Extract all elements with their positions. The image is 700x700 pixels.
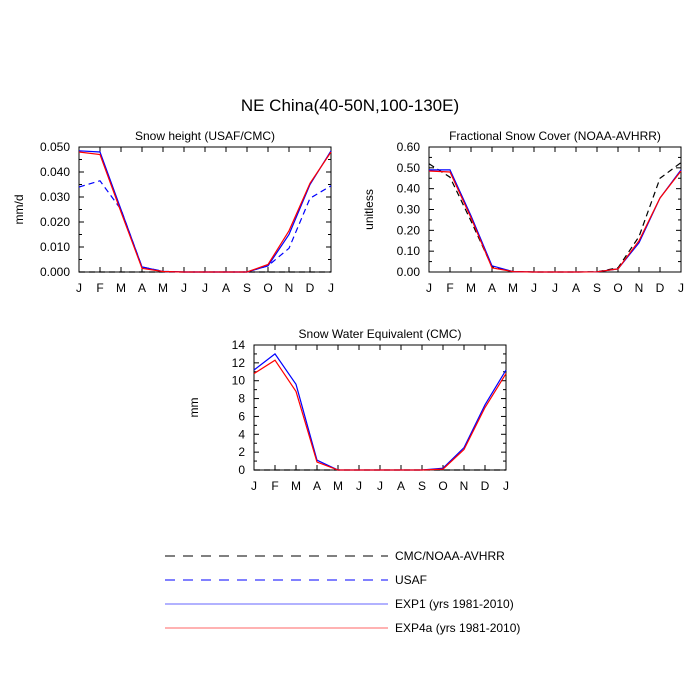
x-tick-label: M — [116, 281, 126, 295]
x-tick-label: N — [460, 479, 469, 493]
x-tick-label: J — [531, 281, 537, 295]
x-tick-label: J — [426, 281, 432, 295]
x-tick-label: M — [158, 281, 168, 295]
x-tick-label: F — [446, 281, 453, 295]
x-tick-label: J — [552, 281, 558, 295]
x-tick-label: J — [202, 281, 208, 295]
y-tick-label: 0.010 — [40, 240, 70, 254]
series-line-3 — [428, 170, 682, 273]
y-tick-label: 0.50 — [397, 161, 421, 175]
legend: CMC/NOAA-AVHRR USAF EXP1 (yrs 1981-2010) EX… — [165, 549, 520, 635]
chart-title: Snow Water Equivalent (CMC) — [299, 327, 462, 341]
x-tick-label: J — [181, 281, 187, 295]
y-tick-label: 0.020 — [40, 215, 70, 229]
x-tick-label: A — [313, 479, 321, 493]
legend-label-3: EXP1 (yrs 1981-2010) — [395, 597, 514, 611]
y-tick-label: 0.030 — [40, 190, 70, 204]
x-tick-label: A — [138, 281, 146, 295]
x-tick-label: S — [593, 281, 601, 295]
charts-group: Snow height (USAF/CMC)mm/dJ F M A M J J A S O N D J0… — [12, 129, 684, 493]
x-tick-label: O — [438, 479, 447, 493]
plot-frame — [253, 344, 507, 471]
legend-label-2: USAF — [395, 573, 427, 587]
x-tick-label: O — [263, 281, 272, 295]
x-tick-label: D — [306, 281, 315, 295]
legend-label-1: CMC/NOAA-AVHRR — [395, 549, 505, 563]
x-tick-label: A — [488, 281, 496, 295]
chart-panel-2: Fractional Snow Cover (NOAA-AVHRR) unitle… — [362, 129, 684, 295]
x-tick-label: A — [222, 281, 230, 295]
y-axis-label: mm — [187, 398, 201, 418]
x-tick-label: J — [328, 281, 334, 295]
x-tick-label: A — [397, 479, 405, 493]
y-tick-label: 8 — [238, 392, 245, 406]
series-line-3 — [253, 359, 507, 471]
x-tick-label: M — [333, 479, 343, 493]
x-tick-label: F — [271, 479, 278, 493]
series-line-3 — [78, 150, 332, 273]
y-tick-label: 4 — [238, 427, 245, 441]
chart-panel-1: Snow height (USAF/CMC)mm/dJ F M A M J J A S O N D J0… — [12, 129, 334, 295]
x-tick-label: J — [356, 479, 362, 493]
chart-title: Fractional Snow Cover (NOAA-AVHRR) — [449, 129, 661, 143]
y-tick-label: 0.30 — [397, 203, 421, 217]
x-tick-label: J — [251, 479, 257, 493]
x-tick-label: M — [291, 479, 301, 493]
x-tick-label: F — [96, 281, 103, 295]
x-tick-label: O — [613, 281, 622, 295]
x-tick-label: J — [678, 281, 684, 295]
plot-frame — [78, 146, 332, 273]
series-line-2 — [429, 169, 682, 273]
y-tick-label: 12 — [232, 356, 246, 370]
x-tick-label: J — [503, 479, 509, 493]
x-tick-label: M — [466, 281, 476, 295]
series-line-2 — [253, 353, 507, 471]
y-tick-label: 0.10 — [397, 244, 421, 258]
y-tick-label: 0 — [238, 463, 245, 477]
x-tick-label: M — [508, 281, 518, 295]
x-tick-label: S — [243, 281, 251, 295]
x-tick-label: A — [572, 281, 580, 295]
y-tick-label: 2 — [238, 445, 245, 459]
x-tick-label: D — [656, 281, 665, 295]
x-tick-label: N — [285, 281, 294, 295]
x-tick-label: S — [418, 479, 426, 493]
y-tick-label: 0.40 — [397, 182, 421, 196]
x-tick-label: J — [76, 281, 82, 295]
legend-label-4: EXP4a (yrs 1981-2010) — [395, 621, 520, 635]
x-tick-label: J — [377, 479, 383, 493]
y-tick-label: 6 — [238, 409, 245, 423]
y-axis-label: mm/d — [12, 195, 26, 225]
chart-panel-3: Snow Water Equivalent (CMC)mmJ F M A M J J A S O N… — [187, 327, 509, 493]
series-line-1 — [428, 162, 682, 273]
y-tick-label: 0.20 — [397, 223, 421, 237]
series-line-4 — [78, 151, 332, 273]
y-tick-label: 10 — [232, 374, 246, 388]
y-axis-label: unitless — [362, 189, 376, 230]
y-tick-label: 0.000 — [40, 265, 70, 279]
y-tick-label: 0.00 — [397, 265, 421, 279]
series-line-2 — [78, 180, 332, 273]
y-tick-label: 0.60 — [397, 140, 421, 154]
chart-title: Snow height (USAF/CMC) — [135, 129, 275, 143]
x-tick-label: N — [635, 281, 644, 295]
y-tick-label: 0.040 — [40, 165, 70, 179]
figure-title: NE China(40-50N,100-130E) — [241, 96, 459, 115]
y-tick-label: 0.050 — [40, 140, 70, 154]
x-tick-label: D — [481, 479, 490, 493]
y-tick-label: 14 — [232, 338, 246, 352]
